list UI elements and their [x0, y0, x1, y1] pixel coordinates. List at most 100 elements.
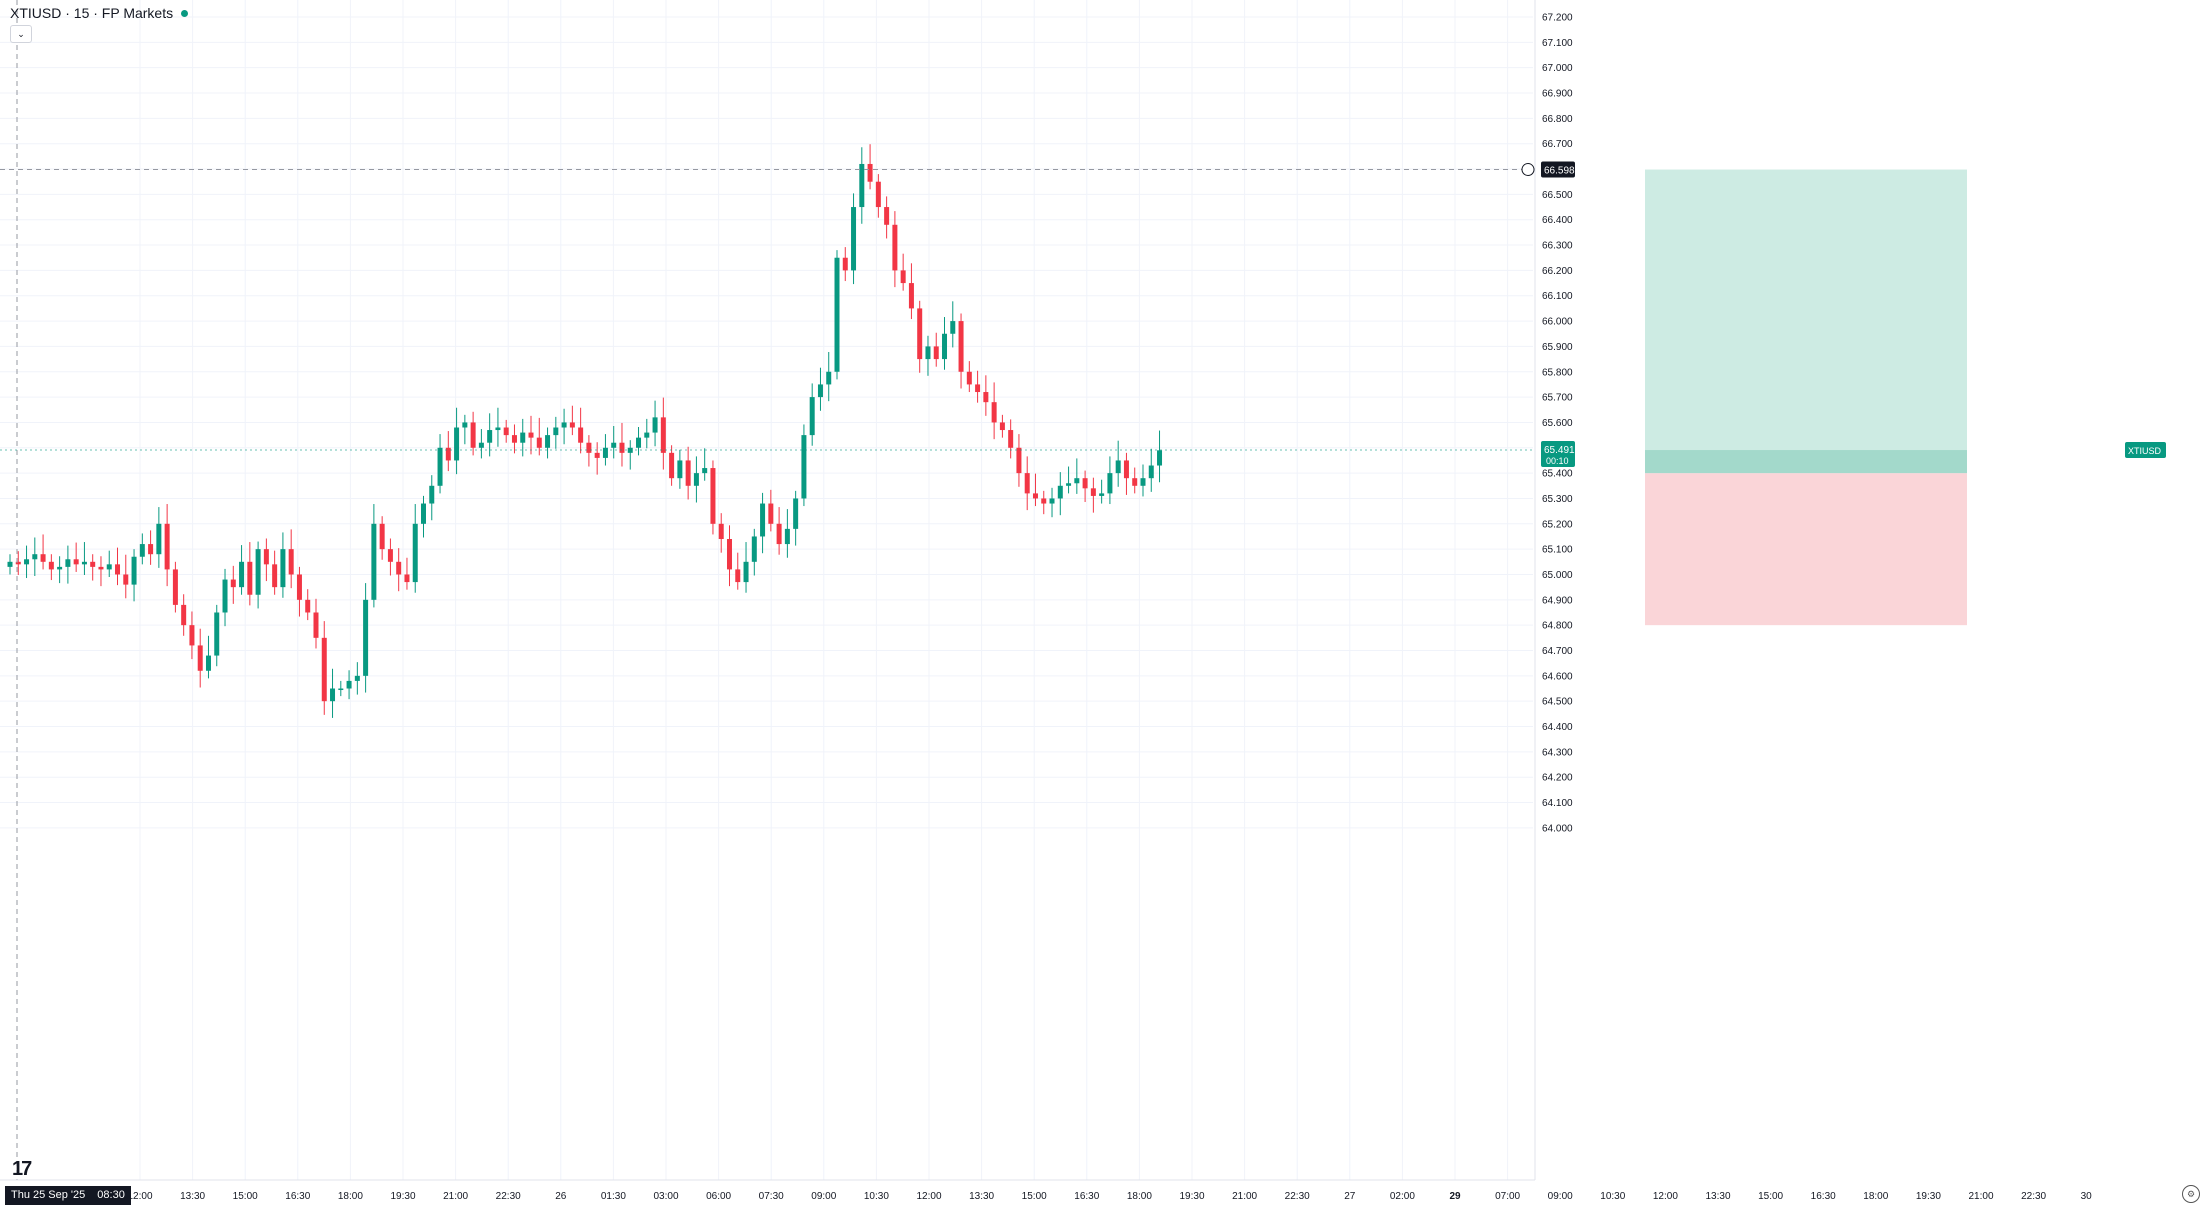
candle-body	[255, 549, 261, 595]
candle-body	[809, 397, 815, 436]
time-tick-label: 29	[1449, 1191, 1461, 1202]
candle	[247, 542, 253, 606]
candle-body	[942, 333, 948, 360]
candle	[793, 490, 799, 546]
candle	[205, 635, 211, 679]
candle-body	[239, 561, 245, 588]
candle	[379, 516, 385, 560]
candle	[90, 554, 96, 581]
candle-body	[7, 561, 13, 567]
loss-zone[interactable]	[1645, 473, 1967, 626]
profit-zone[interactable]	[1645, 169, 1967, 474]
candle	[1032, 473, 1038, 507]
candle-body	[429, 485, 435, 504]
candle-body	[263, 549, 269, 565]
candle	[280, 532, 286, 598]
candle	[189, 611, 195, 660]
candle-body	[1132, 478, 1138, 486]
time-tick-label: 01:30	[601, 1191, 626, 1202]
candle-body	[569, 422, 575, 428]
candle-body	[842, 257, 848, 271]
market-status-icon	[181, 9, 189, 17]
time-tick-label: 13:30	[969, 1191, 994, 1202]
candle	[983, 375, 989, 416]
candle	[660, 397, 666, 470]
candle	[40, 534, 46, 570]
candle	[346, 670, 352, 700]
crosshair-price: 66.598	[1544, 166, 1575, 177]
candle	[65, 545, 71, 584]
candle-body	[611, 442, 617, 448]
candle-body	[1066, 483, 1072, 486]
candle	[619, 422, 625, 467]
candle	[933, 332, 939, 367]
candle-body	[123, 574, 129, 585]
candle	[735, 552, 741, 590]
candle-body	[1099, 493, 1105, 496]
candle	[569, 405, 575, 436]
candle-body	[495, 427, 501, 431]
candle	[677, 449, 683, 489]
candle	[239, 545, 245, 595]
time-tick-label: 22:30	[2021, 1191, 2046, 1202]
candle	[222, 568, 228, 627]
candle-body	[1123, 460, 1129, 479]
candle	[553, 416, 559, 449]
candle	[1115, 440, 1121, 487]
time-tick-label: 16:30	[285, 1191, 310, 1202]
price-tick-label: 65.400	[1542, 469, 1573, 480]
candle-body	[15, 561, 21, 565]
candle	[917, 300, 923, 373]
candle	[73, 542, 79, 572]
candle	[214, 604, 220, 667]
candle-body	[156, 523, 162, 555]
plus-circle-icon	[1521, 163, 1535, 177]
candle-body	[1016, 447, 1022, 474]
candle	[437, 434, 443, 494]
candle	[15, 551, 21, 575]
candle	[1099, 479, 1105, 504]
time-tick-label: 09:00	[811, 1191, 836, 1202]
candle	[371, 504, 377, 608]
candle	[454, 407, 460, 475]
price-tick-label: 66.500	[1542, 190, 1573, 201]
candle	[470, 411, 476, 456]
price-tick-label: 64.600	[1542, 671, 1573, 682]
candle	[751, 528, 757, 576]
candle	[809, 383, 815, 446]
candle-body	[305, 599, 311, 613]
candle	[272, 550, 278, 595]
time-tick-label: 13:30	[1705, 1191, 1730, 1202]
time-tick-label: 10:30	[1600, 1191, 1625, 1202]
candle	[495, 407, 501, 447]
candle-body	[660, 417, 666, 453]
candle-body	[24, 559, 30, 565]
candle	[859, 147, 865, 224]
position-tool[interactable]	[1645, 169, 1967, 626]
candle-body	[288, 549, 294, 575]
candle-body	[751, 536, 757, 562]
candle-body	[421, 503, 426, 524]
candle	[1049, 487, 1055, 518]
time-tick-label: 19:30	[1179, 1191, 1204, 1202]
chevron-down-icon[interactable]: ⌄	[10, 25, 32, 43]
candle	[950, 301, 956, 348]
candle-body	[545, 435, 551, 448]
candle	[1008, 419, 1014, 459]
candle-body	[760, 503, 766, 537]
price-tick-label: 66.800	[1542, 114, 1573, 125]
current-symbol: XTIUSD	[2128, 446, 2162, 456]
candle-body	[644, 432, 650, 438]
candle-body	[1049, 498, 1055, 504]
time-scale[interactable]: 12:00 13:30 15:00 16:30 18:00 19:30 21:00 22:30…	[0, 1179, 2092, 1202]
settings-icon[interactable]: ⚙	[2182, 1185, 2200, 1203]
candle	[851, 193, 857, 285]
symbol-badge	[2125, 442, 2166, 459]
candle	[1140, 464, 1146, 497]
candle-body	[214, 612, 220, 656]
symbol-legend[interactable]: XTIUSD · 15 · FP Markets	[10, 5, 189, 21]
candle-body	[743, 561, 749, 583]
candle-body	[1057, 485, 1063, 499]
candle	[991, 382, 997, 440]
